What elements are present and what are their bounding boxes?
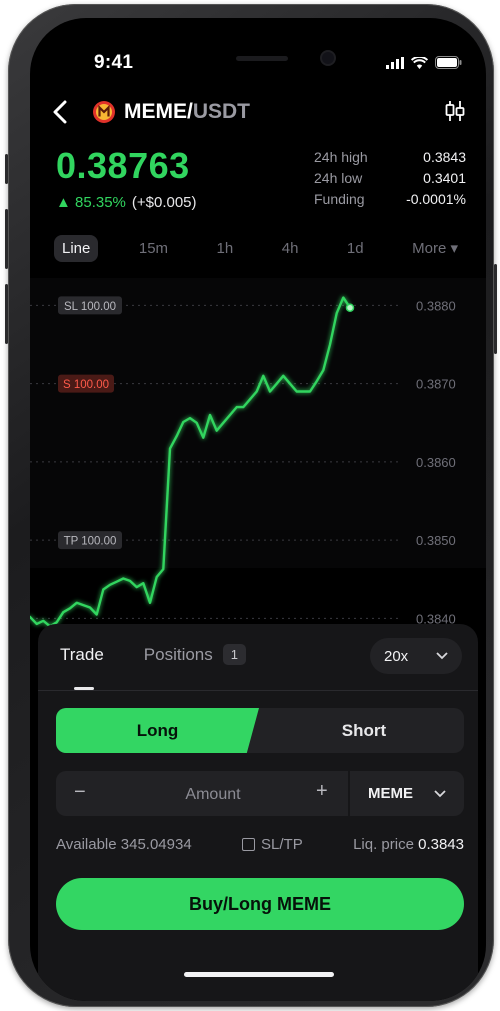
checkbox-icon bbox=[242, 838, 256, 851]
order-marker-label: TP 100.00 bbox=[64, 536, 117, 548]
speaker bbox=[236, 56, 288, 61]
stat-24h-high: 24h high 0.3843 bbox=[314, 149, 466, 165]
tab-more[interactable]: More ▾ bbox=[412, 240, 458, 257]
leverage-value: 20x bbox=[384, 647, 409, 665]
timeframe-tabs: Line 15m 1h 4h 1d More ▾ bbox=[54, 234, 466, 262]
change-absolute: (+$0.005) bbox=[131, 194, 197, 211]
y-tick-label: 0.3880 bbox=[416, 298, 456, 313]
order-marker-label: SL 100.00 bbox=[64, 301, 116, 313]
status-icons bbox=[386, 56, 462, 69]
order-info: Available 345.04934 SL/TP Liq. price 0.3… bbox=[56, 836, 464, 853]
liq-label: Liq. price bbox=[353, 836, 414, 853]
price-change: ▲ 85.35% (+$0.005) bbox=[56, 194, 197, 211]
panel-tabs: Trade Positions 1 bbox=[60, 644, 246, 665]
sltp-label: SL/TP bbox=[261, 836, 303, 853]
order-marker-label: S 100.00 bbox=[63, 379, 109, 391]
liq-value: 0.3843 bbox=[418, 836, 464, 853]
decrement-button[interactable]: − bbox=[74, 781, 86, 803]
amount-input[interactable] bbox=[116, 771, 310, 818]
asset-select[interactable]: MEME bbox=[348, 771, 464, 816]
chart-layer: 0.3880 0.3870 0.3860 0.3850 0.3840 SL 100.00 S… bbox=[30, 296, 456, 628]
back-chevron-icon[interactable] bbox=[52, 100, 68, 124]
asset-value: MEME bbox=[368, 785, 413, 802]
price-line bbox=[30, 296, 352, 628]
tab-4h[interactable]: 4h bbox=[281, 239, 299, 257]
sltp-checkbox[interactable]: SL/TP bbox=[242, 836, 303, 853]
order-marker-pill bbox=[58, 374, 114, 393]
y-tick-label: 0.3840 bbox=[416, 611, 456, 626]
last-price-dot bbox=[345, 303, 355, 312]
stat-24h-low: 24h low 0.3401 bbox=[314, 170, 466, 186]
panel-divider bbox=[38, 690, 478, 691]
signal-icon bbox=[386, 56, 404, 69]
tab-trade[interactable]: Trade bbox=[60, 644, 104, 664]
last-price: 0.38763 bbox=[56, 145, 190, 186]
chart-background bbox=[30, 278, 486, 568]
phone-frame: 9:41 MEME/USDT 0.38763 ▲ 85.35% (+$0.005)… bbox=[5, 4, 497, 1007]
meme-coin-logo-icon bbox=[93, 101, 115, 123]
wifi-icon bbox=[411, 56, 428, 69]
candlestick-icon[interactable] bbox=[444, 100, 466, 122]
price-chart: 0.3880 0.3870 0.3860 0.3850 0.3840 SL 100.00 S… bbox=[30, 278, 486, 628]
tab-15m[interactable]: 15m bbox=[138, 239, 169, 257]
battery-icon bbox=[435, 56, 462, 69]
increment-button[interactable]: + bbox=[316, 780, 328, 802]
available-balance: Available 345.04934 bbox=[56, 836, 192, 853]
y-tick-label: 0.3860 bbox=[416, 455, 456, 470]
tab-positions-label: Positions bbox=[143, 644, 213, 664]
liquidation-price: Liq. price 0.3843 bbox=[353, 836, 464, 853]
tab-1h[interactable]: 1h bbox=[216, 239, 234, 257]
pair-title: MEME/USDT bbox=[124, 100, 250, 124]
y-tick-label: 0.3870 bbox=[416, 377, 456, 392]
short-button[interactable]: Short bbox=[341, 720, 387, 740]
tab-1d[interactable]: 1d bbox=[346, 239, 364, 257]
front-camera bbox=[322, 52, 334, 64]
order-marker-pill bbox=[58, 296, 122, 315]
change-percent: ▲ 85.35% bbox=[56, 194, 126, 211]
order-marker-pill bbox=[58, 531, 122, 550]
y-tick-label: 0.3850 bbox=[416, 533, 456, 548]
side-toggle: Long Short bbox=[56, 708, 464, 753]
long-button[interactable]: Long bbox=[56, 708, 259, 753]
chevron-down-icon bbox=[434, 789, 446, 797]
market-stats: 24h high 0.3843 24h low 0.3401 Funding -0.0… bbox=[314, 147, 466, 210]
power-button bbox=[494, 264, 497, 354]
active-tab-indicator bbox=[74, 687, 94, 690]
status-time: 9:41 bbox=[94, 52, 134, 73]
quote-asset: USDT bbox=[192, 100, 251, 123]
volume-up-button bbox=[5, 209, 8, 269]
pair-separator: / bbox=[187, 100, 193, 123]
chevron-down-icon bbox=[436, 652, 448, 660]
positions-count-badge: 1 bbox=[222, 644, 246, 665]
tab-line[interactable]: Line bbox=[54, 234, 99, 262]
base-asset: MEME bbox=[124, 100, 187, 123]
leverage-select[interactable]: 20x bbox=[370, 638, 462, 674]
buy-long-button[interactable]: Buy/Long MEME bbox=[56, 878, 464, 930]
action-button bbox=[5, 154, 8, 184]
app-screen: 9:41 MEME/USDT 0.38763 ▲ 85.35% (+$0.005)… bbox=[30, 18, 486, 1001]
volume-down-button bbox=[5, 284, 8, 344]
home-indicator[interactable] bbox=[184, 972, 334, 977]
amount-stepper: − + MEME bbox=[56, 771, 464, 818]
tab-positions[interactable]: Positions 1 bbox=[144, 644, 246, 665]
stat-funding: Funding -0.0001% bbox=[314, 191, 466, 207]
